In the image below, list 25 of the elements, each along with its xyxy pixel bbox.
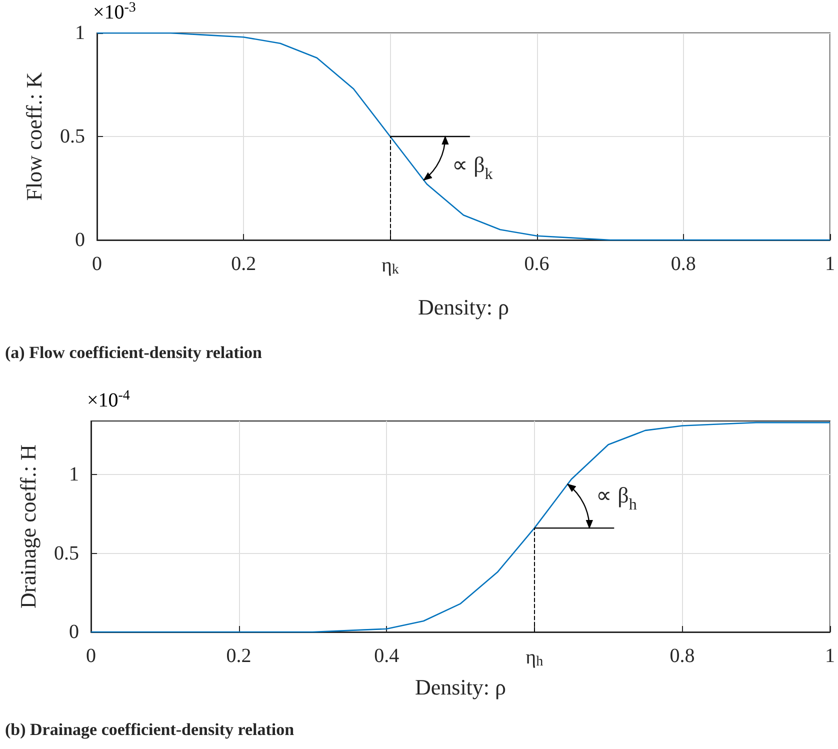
y-tick-label: 0 — [75, 229, 85, 251]
y-tick-label: 1 — [75, 22, 85, 44]
x-tick-label: 0.4 — [374, 645, 400, 667]
line-series — [96, 32, 831, 241]
x-tick-label: 0.8 — [670, 253, 696, 275]
y-axis-title: Flow coeff.: K — [22, 72, 46, 201]
x-tick-label: 0 — [92, 253, 102, 275]
annotation: ∝ β$_{k}$ — [452, 152, 493, 184]
annotation: ∝ β$_{h}$ — [596, 482, 637, 514]
x-tick-label: 1 — [825, 253, 835, 275]
x-tick-label: 0.2 — [226, 645, 252, 667]
y-tick-label: 0 — [69, 621, 79, 643]
y-tick-label: 1 — [69, 464, 79, 486]
y-axis-title: Drainage coeff.: H — [16, 444, 40, 608]
y-tick-label: 0.5 — [60, 126, 85, 148]
line-series — [90, 422, 831, 633]
y-tick-label: 0.5 — [54, 542, 79, 564]
x-tick-label: 0.2 — [231, 253, 256, 275]
x-tick-label: 1 — [825, 645, 835, 667]
x-tick-label: 0.6 — [524, 253, 550, 275]
x-axis-title: Density: ρ — [418, 294, 510, 320]
x-tick-label: 0.8 — [670, 645, 695, 667]
text: (a) Flow coefficient-density relation — [5, 343, 263, 362]
text: (b) Drainage coefficient-density relation — [5, 720, 295, 739]
x-axis-title: Density: ρ — [414, 674, 506, 700]
